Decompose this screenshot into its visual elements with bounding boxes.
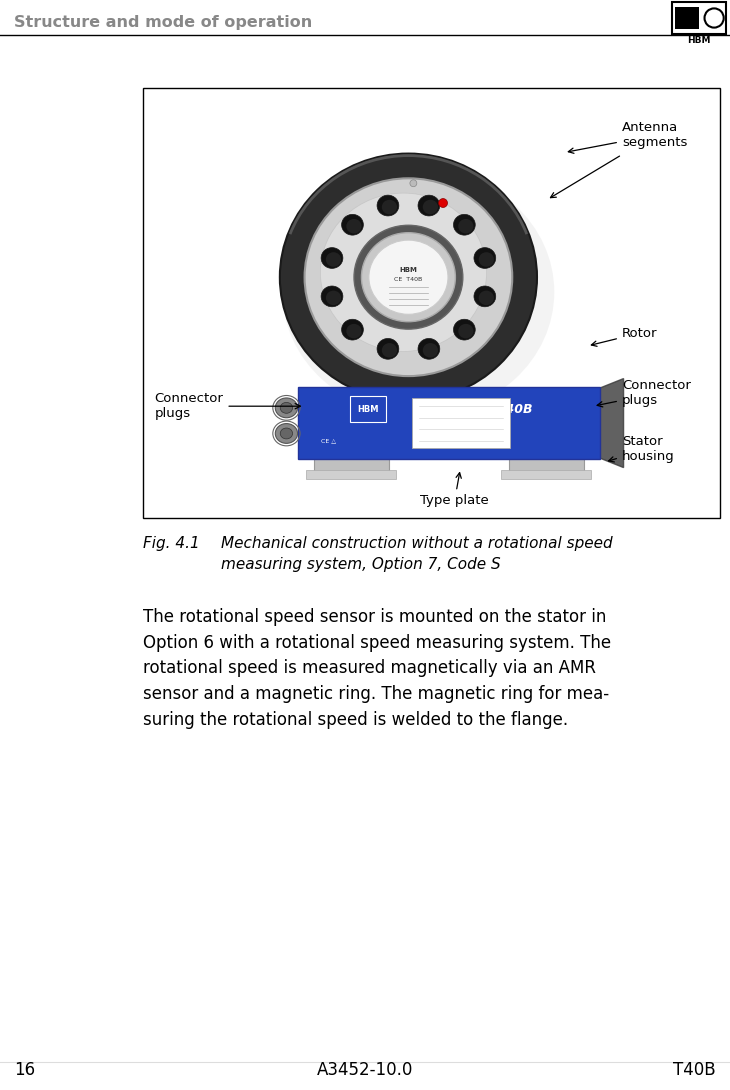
- Circle shape: [439, 198, 447, 207]
- Ellipse shape: [453, 215, 475, 235]
- Ellipse shape: [326, 252, 341, 267]
- Ellipse shape: [418, 195, 439, 216]
- Text: CE △: CE △: [321, 438, 337, 443]
- Ellipse shape: [280, 428, 293, 439]
- Ellipse shape: [354, 226, 463, 329]
- Bar: [502, 470, 591, 480]
- Text: Connector
plugs: Connector plugs: [597, 379, 691, 408]
- Text: Connector
plugs: Connector plugs: [155, 392, 300, 421]
- Text: 16: 16: [14, 1061, 35, 1079]
- FancyBboxPatch shape: [298, 387, 600, 459]
- Ellipse shape: [458, 219, 474, 233]
- Ellipse shape: [346, 324, 361, 338]
- Ellipse shape: [275, 424, 298, 444]
- Bar: [509, 458, 584, 477]
- Bar: [675, 7, 699, 29]
- Bar: [672, 2, 726, 34]
- Ellipse shape: [479, 252, 494, 267]
- Text: The rotational speed sensor is mounted on the stator in
Option 6 with a rotation: The rotational speed sensor is mounted o…: [143, 608, 611, 729]
- Ellipse shape: [418, 339, 439, 360]
- Ellipse shape: [280, 154, 537, 401]
- Bar: [307, 470, 396, 480]
- Ellipse shape: [377, 339, 399, 360]
- Ellipse shape: [321, 247, 343, 268]
- Ellipse shape: [474, 247, 496, 268]
- Text: Rotor: Rotor: [591, 327, 658, 347]
- Ellipse shape: [474, 286, 496, 306]
- Ellipse shape: [280, 402, 293, 413]
- Text: Antenna
segments: Antenna segments: [569, 121, 687, 154]
- Bar: [314, 458, 389, 477]
- Text: CE  T40B: CE T40B: [394, 277, 423, 282]
- Ellipse shape: [342, 319, 364, 340]
- Ellipse shape: [479, 291, 494, 305]
- Ellipse shape: [382, 199, 397, 215]
- Ellipse shape: [382, 343, 397, 358]
- Polygon shape: [599, 378, 623, 468]
- Ellipse shape: [346, 219, 361, 233]
- Ellipse shape: [377, 195, 399, 216]
- Ellipse shape: [320, 193, 487, 351]
- Ellipse shape: [304, 179, 512, 376]
- Text: Structure and mode of operation: Structure and mode of operation: [14, 14, 312, 29]
- Ellipse shape: [321, 286, 343, 306]
- Ellipse shape: [458, 324, 474, 338]
- Ellipse shape: [369, 240, 448, 314]
- Text: Stator
housing: Stator housing: [609, 435, 675, 463]
- Ellipse shape: [342, 215, 364, 235]
- Text: HBM: HBM: [399, 267, 418, 272]
- Text: Type plate: Type plate: [420, 473, 489, 507]
- Ellipse shape: [423, 199, 438, 215]
- Ellipse shape: [361, 232, 456, 322]
- Text: HBM: HBM: [357, 404, 379, 414]
- Bar: [143, 88, 720, 518]
- Ellipse shape: [326, 291, 341, 305]
- Ellipse shape: [423, 343, 438, 358]
- Text: HBM: HBM: [687, 36, 711, 45]
- Ellipse shape: [453, 319, 475, 340]
- Text: Fig. 4.1: Fig. 4.1: [143, 536, 200, 552]
- Text: T40B: T40B: [673, 1061, 716, 1079]
- Ellipse shape: [275, 398, 298, 417]
- Text: T40B: T40B: [497, 402, 533, 415]
- Circle shape: [704, 9, 723, 27]
- Circle shape: [410, 180, 417, 186]
- FancyBboxPatch shape: [412, 398, 510, 448]
- Text: A3452-10.0: A3452-10.0: [317, 1061, 413, 1079]
- Ellipse shape: [283, 169, 554, 415]
- Text: Mechanical construction without a rotational speed
measuring system, Option 7, C: Mechanical construction without a rotati…: [221, 536, 612, 572]
